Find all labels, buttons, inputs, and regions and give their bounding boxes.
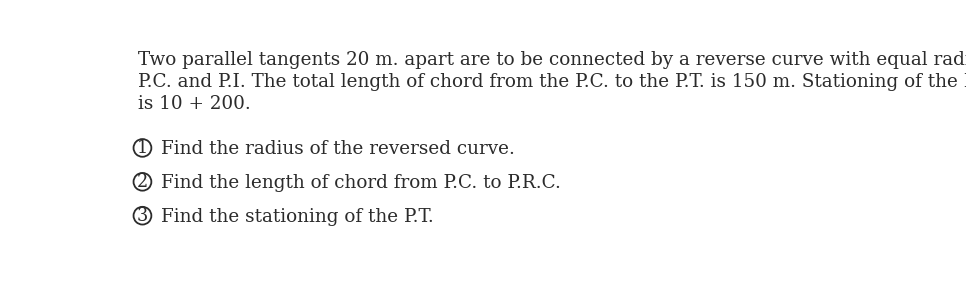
Text: P.C. and P.I. The total length of chord from the P.C. to the P.T. is 150 m. Stat: P.C. and P.I. The total length of chord … [138, 73, 966, 91]
Text: is 10 + 200.: is 10 + 200. [138, 95, 250, 113]
Text: Two parallel tangents 20 m. apart are to be connected by a reverse curve with eq: Two parallel tangents 20 m. apart are to… [138, 51, 966, 69]
Text: Find the stationing of the P.T.: Find the stationing of the P.T. [161, 208, 434, 226]
Text: Find the radius of the reversed curve.: Find the radius of the reversed curve. [161, 140, 515, 158]
Text: 2: 2 [137, 173, 148, 191]
Text: 1: 1 [137, 139, 148, 157]
Text: Find the length of chord from P.C. to P.R.C.: Find the length of chord from P.C. to P.… [161, 174, 561, 192]
Text: 3: 3 [137, 207, 148, 225]
